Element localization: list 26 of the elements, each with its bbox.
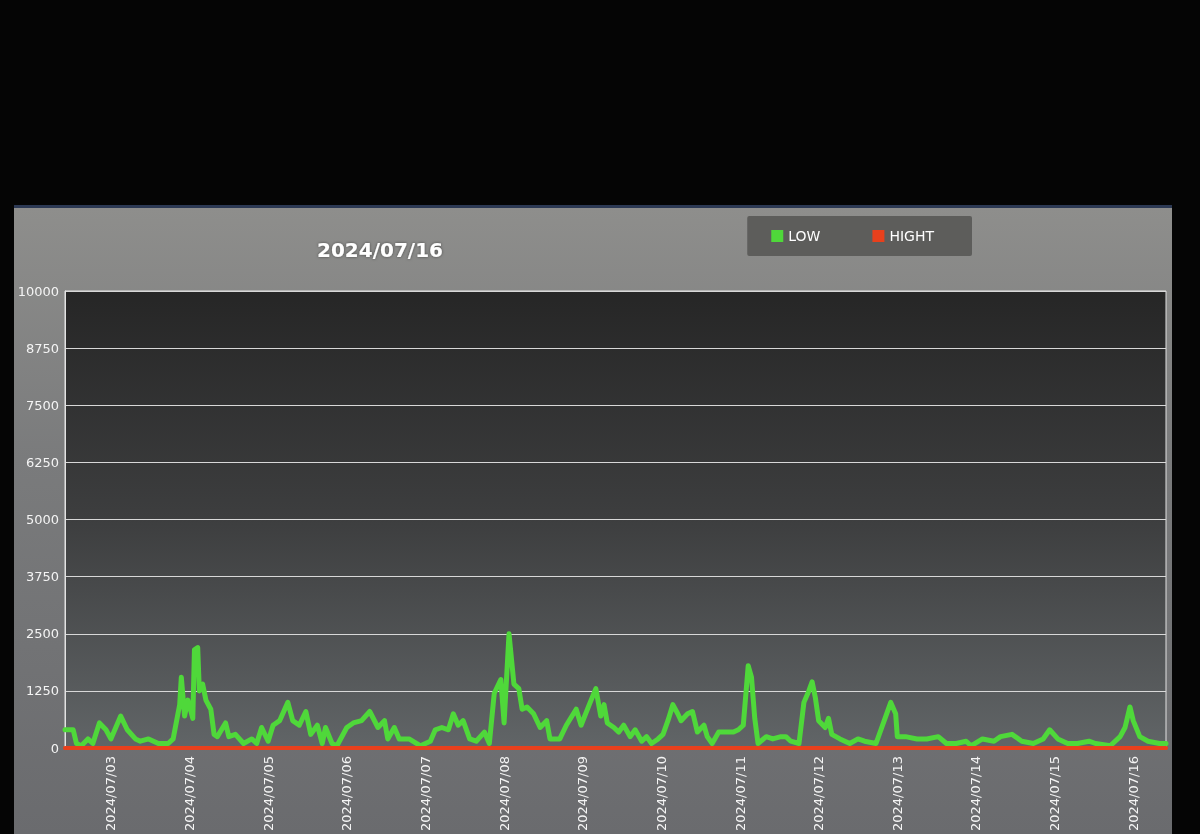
y-tick-label: 8750 (25, 340, 59, 356)
x-tick-label: 2024/07/11 (732, 756, 748, 832)
x-tick-label: 2024/07/10 (653, 756, 669, 832)
y-tick-label: 2500 (25, 626, 59, 642)
x-tick-label: 2024/07/13 (889, 756, 905, 832)
x-tick-label: 2024/07/14 (968, 756, 984, 832)
x-tick-label: 2024/07/09 (575, 756, 591, 832)
x-tick-label: 2024/07/15 (1047, 756, 1063, 832)
chart-title: 2024/07/16 (317, 238, 443, 262)
y-tick-label: 1250 (25, 683, 59, 699)
legend-label: LOW (788, 228, 821, 244)
x-tick-label: 2024/07/04 (182, 756, 198, 832)
y-tick-label: 3750 (25, 569, 59, 585)
x-tick-label: 2024/07/05 (260, 756, 276, 832)
y-tick-label: 6250 (25, 454, 59, 470)
x-tick-label: 2024/07/16 (1125, 756, 1141, 832)
x-tick-label: 2024/07/08 (496, 756, 512, 832)
y-tick-label: 7500 (25, 397, 59, 413)
x-tick-label: 2024/07/12 (811, 756, 827, 832)
x-tick-label: 2024/07/06 (339, 756, 355, 832)
y-tick-label: 10000 (17, 283, 59, 299)
y-tick-label: 5000 (25, 512, 59, 528)
x-tick-label: 2024/07/03 (103, 756, 119, 832)
y-tick-label: 0 (50, 740, 59, 756)
x-tick-label: 2024/07/07 (417, 756, 433, 832)
legend-label: HIGHT (889, 228, 935, 244)
